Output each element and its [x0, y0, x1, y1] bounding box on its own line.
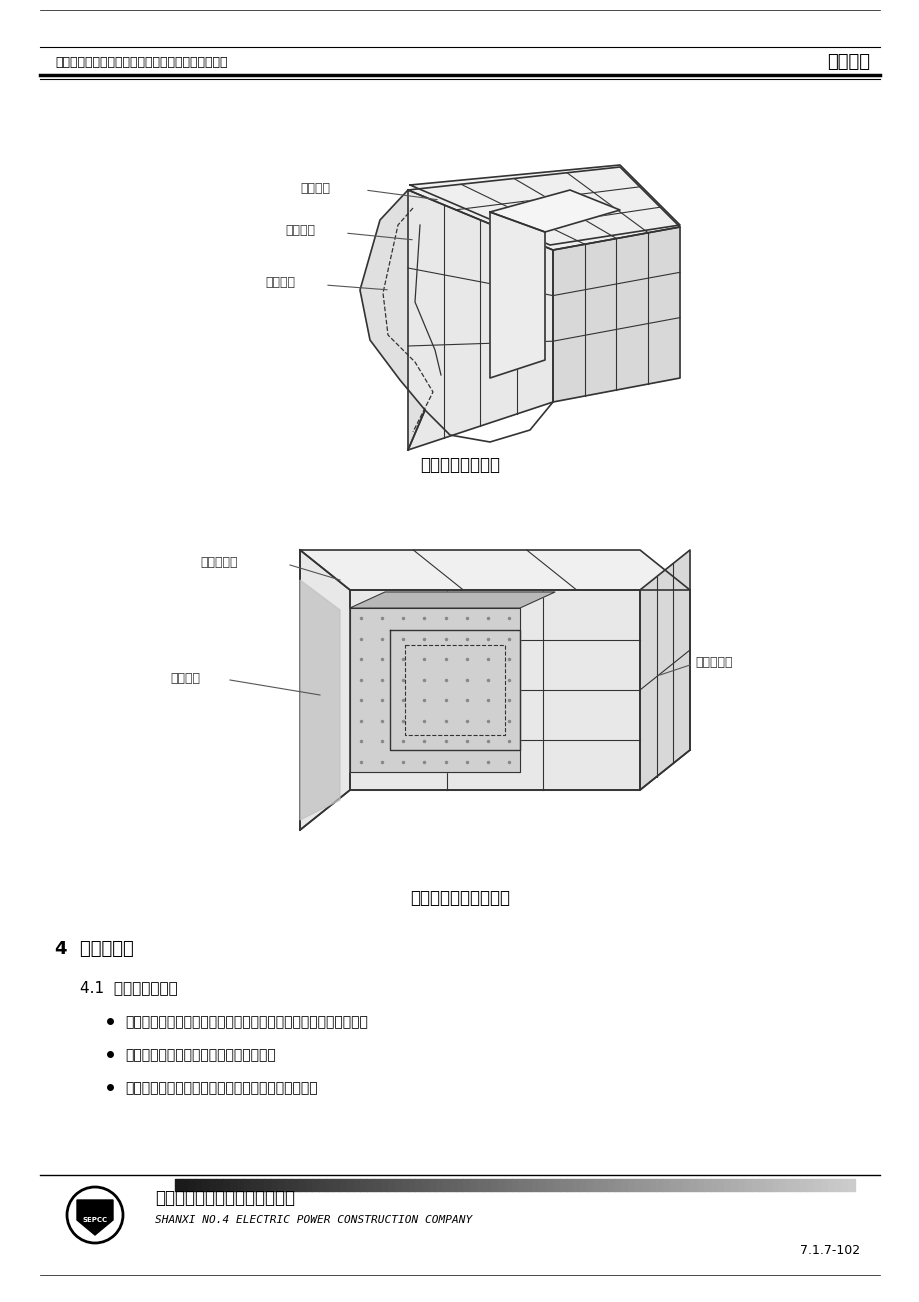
Polygon shape	[407, 167, 679, 250]
Text: 管道表面: 管道表面	[265, 276, 295, 289]
Polygon shape	[410, 165, 679, 245]
Polygon shape	[552, 227, 679, 402]
Polygon shape	[640, 549, 689, 790]
Polygon shape	[300, 549, 349, 829]
Text: 4  外护板安装: 4 外护板安装	[55, 940, 133, 958]
Polygon shape	[349, 608, 519, 772]
Polygon shape	[490, 190, 619, 232]
Text: 山西省电力公司电力建设四公司: 山西省电力公司电力建设四公司	[154, 1189, 295, 1207]
Text: 弯头、三通及管件、阀门等特殊部位，要下料准确。: 弯头、三通及管件、阀门等特殊部位，要下料准确。	[125, 1081, 317, 1095]
Text: 外层绝热板: 外层绝热板	[694, 656, 732, 669]
Text: 管道分层保温结构: 管道分层保温结构	[420, 456, 499, 474]
Polygon shape	[300, 549, 689, 590]
Text: SHANXI NO.4 ELECTRIC POWER CONSTRUCTION COMPANY: SHANXI NO.4 ELECTRIC POWER CONSTRUCTION …	[154, 1215, 471, 1225]
Text: 内层保温: 内层保温	[285, 224, 314, 237]
Polygon shape	[490, 212, 544, 378]
Polygon shape	[407, 190, 552, 450]
Polygon shape	[349, 592, 554, 608]
Text: 对保温的管道和设备进行实际测量，根据实际测量数据进行下料。: 对保温的管道和设备进行实际测量，根据实际测量数据进行下料。	[125, 1016, 368, 1029]
Text: SEPCC: SEPCC	[83, 1217, 108, 1223]
Text: 外层保温: 外层保温	[300, 181, 330, 194]
Polygon shape	[300, 579, 340, 820]
Text: 内层绝热板: 内层绝热板	[199, 556, 237, 569]
Text: 7.1.7-102: 7.1.7-102	[799, 1243, 859, 1256]
Text: 设备壁板: 设备壁板	[170, 672, 199, 685]
Polygon shape	[77, 1200, 113, 1236]
Text: 投标文件: 投标文件	[826, 53, 869, 72]
Text: 下料必须考虑出横向、纵向的搭接余量。: 下料必须考虑出横向、纵向的搭接余量。	[125, 1048, 276, 1062]
Polygon shape	[359, 190, 425, 450]
Text: 设备和箱体的保温结构: 设备和箱体的保温结构	[410, 889, 509, 907]
Text: 北京三热天然气燃机联合循环发电工程施工１号标段: 北京三热天然气燃机联合循环发电工程施工１号标段	[55, 56, 227, 69]
Polygon shape	[349, 590, 640, 790]
Text: 4.1  外护板放样下料: 4.1 外护板放样下料	[80, 980, 177, 995]
